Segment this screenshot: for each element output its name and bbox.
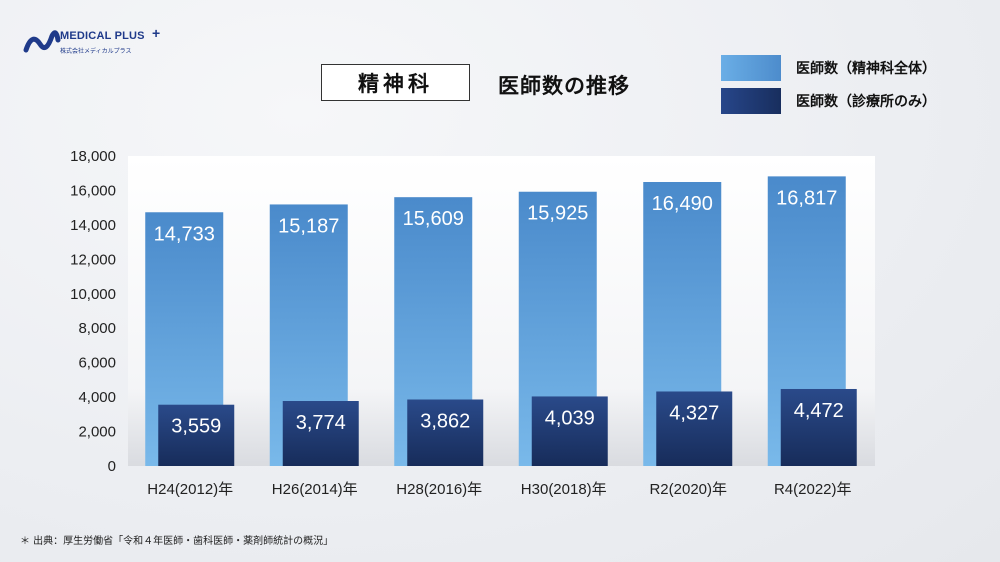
logo-plus: + xyxy=(152,25,160,41)
bar-clinic-label: 4,472 xyxy=(794,400,844,422)
bar-total-label: 15,187 xyxy=(278,215,339,237)
bar-clinic xyxy=(531,396,608,466)
bar-total-label: 15,925 xyxy=(527,203,588,225)
x-tick-label: H24(2012)年 xyxy=(147,481,233,498)
bar-total-label: 16,817 xyxy=(776,187,837,209)
x-tick-label: H30(2018)年 xyxy=(521,481,607,498)
bar-clinic-label: 4,327 xyxy=(669,402,719,424)
legend-label-clinic: 医師数（診療所のみ） xyxy=(796,94,936,110)
bar-clinic xyxy=(780,388,857,466)
x-tick-label: H28(2016)年 xyxy=(396,481,482,498)
y-tick-label: 4,000 xyxy=(78,389,116,406)
bar-clinic-label: 3,774 xyxy=(296,412,346,434)
y-tick-label: 8,000 xyxy=(78,320,116,337)
legend-label-total: 医師数（精神科全体） xyxy=(796,61,936,77)
x-tick-label: H26(2014)年 xyxy=(272,481,358,498)
y-tick-label: 12,000 xyxy=(70,251,116,268)
plot-area xyxy=(128,156,875,466)
x-tick-label: R4(2022)年 xyxy=(774,481,852,498)
y-tick-label: 14,000 xyxy=(70,217,116,234)
y-tick-label: 18,000 xyxy=(70,148,116,165)
bar-total-label: 14,733 xyxy=(154,223,215,245)
legend-item-total: 医師数（精神科全体） xyxy=(721,55,936,81)
legend-swatch-total xyxy=(721,55,781,81)
y-tick-label: 16,000 xyxy=(70,182,116,199)
logo-sub: 株式会社メディカルプラス xyxy=(60,48,132,55)
bar-total-label: 15,609 xyxy=(403,208,464,230)
y-tick-label: 0 xyxy=(108,458,116,475)
x-tick-label: R2(2020)年 xyxy=(649,481,727,498)
bar-total-label: 16,490 xyxy=(652,193,713,215)
bar-clinic xyxy=(158,404,235,466)
legend-swatch-clinic xyxy=(721,88,781,114)
legend-item-clinic: 医師数（診療所のみ） xyxy=(721,88,936,114)
bar-clinic-label: 4,039 xyxy=(545,407,595,429)
y-tick-label: 2,000 xyxy=(78,424,116,441)
bar-clinic xyxy=(282,401,359,466)
bar-clinic-label: 3,559 xyxy=(171,416,221,438)
logo-name: MEDICAL PLUS xyxy=(60,30,145,42)
bar-clinic xyxy=(407,399,484,466)
y-tick-label: 10,000 xyxy=(70,286,116,303)
medical-plus-logo-icon: + xyxy=(23,25,160,53)
source-footnote: ＊ 出典：厚生労働省「令和４年医師・歯科医師・薬剤師統計の概況」 xyxy=(20,536,334,547)
chart-subtitle: 医師数の推移 xyxy=(498,74,630,98)
y-tick-label: 6,000 xyxy=(78,355,116,372)
page-title: 精神科 xyxy=(321,64,470,101)
bar-clinic-label: 3,862 xyxy=(420,410,470,432)
bar-clinic xyxy=(656,391,733,466)
